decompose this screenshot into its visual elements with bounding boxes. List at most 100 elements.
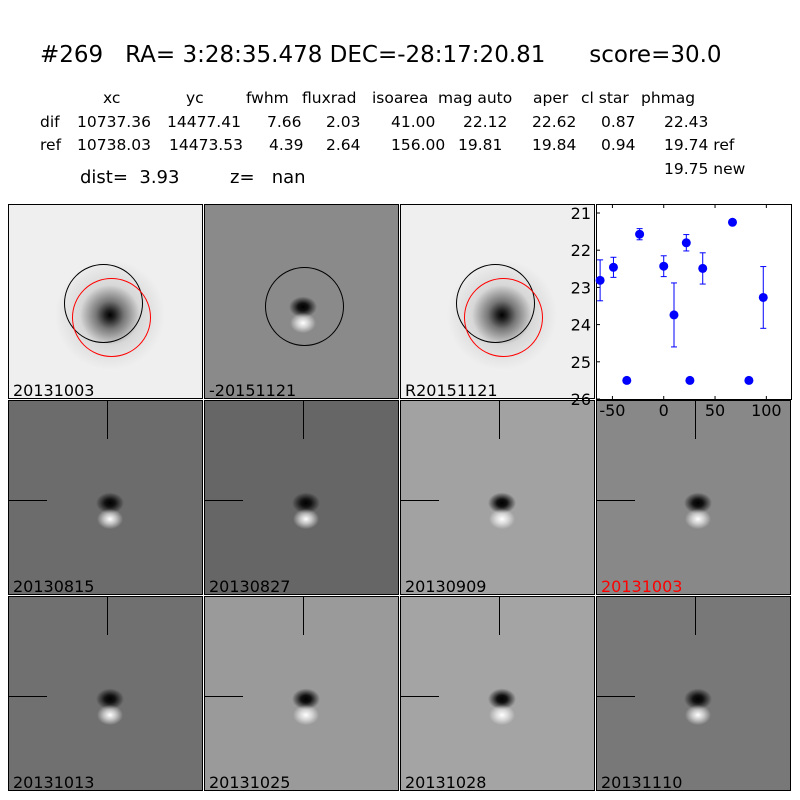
z-label: z= nan [230,167,306,188]
ref-cell: 19.81 [458,136,503,154]
source-blob [401,597,594,790]
dif-cell: 22.62 [532,113,577,131]
y-tick-label: 23 [571,278,591,297]
image-cutout: 20131028 [400,596,595,791]
crosshair-tick [597,500,635,501]
source-blob [597,401,790,594]
crosshair-tick [107,401,108,439]
dist-label: dist= 3.93 [80,167,180,188]
column-header: yc [186,89,204,107]
data-point [595,275,605,285]
source-blob [9,401,202,594]
x-tick-label: 50 [705,401,725,420]
dif-cell: 22.12 [463,113,508,131]
crosshair-tick [205,696,243,697]
ref-cell: 14473.53 [169,136,243,154]
column-header: isoarea [372,89,429,107]
source-blob [401,401,594,594]
column-header: fwhm [246,89,289,107]
panel-date-label: 20130815 [13,577,95,595]
data-point [635,229,645,239]
column-header: phmag [641,89,696,107]
dif-cell: 22.43 [664,113,709,131]
ref-cell: 19.84 [532,136,577,154]
column-header: cl star [581,89,629,107]
source-blob [597,597,790,790]
dif-cell: 7.66 [267,113,302,131]
ref-cell: 156.00 [391,136,446,154]
column-header: mag auto [438,89,513,107]
x-tick-label: 0 [659,401,669,420]
panel-date-label: 20130909 [405,577,487,595]
source-blob [205,401,398,594]
y-tick-label: 26 [571,390,591,409]
crosshair-tick [303,597,304,635]
crosshair-tick [499,597,500,635]
ref-cell: ref [40,136,62,154]
plot-frame [596,204,792,400]
x-tick-label: -50 [599,401,625,420]
image-cutout: -20151121 [204,204,399,399]
image-cutout: 20131003 [596,400,791,595]
ref-cell: 19.74 ref [664,136,735,154]
crosshair-tick [401,696,439,697]
data-point [669,310,679,320]
y-tick-label: 24 [571,316,591,335]
lightcurve-plot: 21 22 23 24 25 26 -50 0 50 100 [571,204,792,420]
panel-date-label: 20130827 [209,577,291,595]
data-point [608,262,618,272]
dif-cell: 0.87 [601,113,636,131]
source-blob [205,597,398,790]
panel-date-label: 20131013 [13,773,95,791]
data-point [727,217,737,227]
crosshair-tick [401,500,439,501]
panel-date-label: 20131110 [601,773,683,791]
dif-cell: dif [40,113,60,131]
dif-cell: 14477.41 [167,113,241,131]
data-point [758,292,768,302]
data-point [681,238,691,248]
panel-date-label: 20131028 [405,773,487,791]
crosshair-tick [499,401,500,439]
ref-cell: 4.39 [269,136,304,154]
y-tick-label: 21 [571,204,591,223]
data-point [659,261,669,271]
panel-date-label: R20151121 [405,381,498,399]
dif-cell: 2.03 [326,113,361,131]
dif-cell: 10737.36 [77,113,151,131]
column-header: xc [103,89,121,107]
ref-cell: 10738.03 [77,136,151,154]
panel-date-label: 20131025 [209,773,291,791]
image-cutout: 20130909 [400,400,595,595]
data-point [698,263,708,273]
image-cutout: 20131025 [204,596,399,791]
data-point [685,375,695,385]
black-aperture-circle [265,267,344,346]
dif-cell: 41.00 [391,113,436,131]
panel-date-label: 20131003 [601,577,683,595]
data-point [622,375,632,385]
image-cutout: 20130815 [8,400,203,595]
image-cutout: 20131013 [8,596,203,791]
x-tick-label: 100 [751,401,782,420]
y-tick-label: 22 [571,241,591,260]
crosshair-tick [9,500,47,501]
page-title: #269 RA= 3:28:35.478 DEC=-28:17:20.81 sc… [40,42,722,68]
crosshair-tick [695,401,696,439]
red-aperture-circle [72,278,151,357]
crosshair-tick [303,401,304,439]
red-aperture-circle [464,278,543,357]
image-cutout: 20131110 [596,596,791,791]
crosshair-tick [695,597,696,635]
data-point [744,375,754,385]
image-cutout: R20151121 [400,204,595,399]
panel-date-label: 20131003 [13,381,95,399]
source-blob [9,597,202,790]
ref-cell: 0.94 [601,136,636,154]
image-cutout: 20131003 [8,204,203,399]
crosshair-tick [107,597,108,635]
column-header: fluxrad [302,89,357,107]
ref-cell: 2.64 [326,136,361,154]
image-cutout: 20130827 [204,400,399,595]
new-phmag: 19.75 new [664,160,746,178]
